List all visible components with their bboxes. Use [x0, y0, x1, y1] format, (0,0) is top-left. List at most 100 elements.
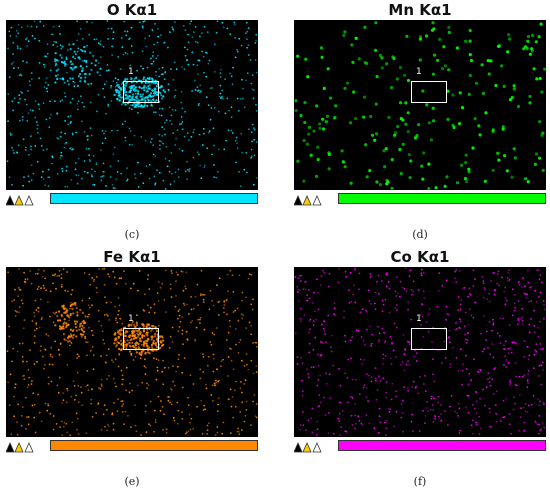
signal-dot — [61, 420, 63, 423]
signal-dot — [75, 307, 78, 310]
signal-dot — [148, 177, 151, 180]
signal-dot — [455, 281, 458, 284]
intensity-slider[interactable] — [293, 439, 546, 453]
signal-dot — [361, 363, 364, 365]
signal-dot — [329, 397, 332, 400]
signal-dot — [194, 88, 197, 91]
roi-box[interactable] — [411, 81, 447, 103]
signal-dot — [141, 344, 143, 346]
signal-dot — [172, 29, 175, 32]
signal-dot — [111, 129, 113, 132]
signal-dot — [528, 101, 532, 105]
intensity-slider[interactable] — [5, 192, 258, 206]
signal-dot — [467, 92, 471, 96]
signal-dot — [414, 349, 416, 352]
signal-dot — [112, 80, 115, 83]
signal-dot — [536, 301, 538, 303]
signal-dot — [174, 305, 177, 308]
signal-dot — [159, 144, 161, 147]
intensity-slider[interactable] — [293, 192, 546, 206]
panel-fe: Fe Kα1 1 100nm (e) — [5, 247, 258, 497]
roi-box[interactable] — [123, 81, 159, 103]
signal-dot — [365, 175, 369, 179]
signal-dot — [146, 278, 149, 281]
signal-dot — [102, 162, 105, 165]
signal-dot — [234, 36, 237, 39]
signal-dot — [460, 163, 464, 167]
signal-dot — [472, 419, 474, 422]
signal-dot — [316, 278, 318, 281]
signal-dot — [353, 284, 355, 287]
signal-dot — [200, 90, 202, 92]
signal-dot — [475, 391, 478, 393]
signal-dot — [527, 382, 529, 385]
signal-dot — [459, 270, 461, 272]
signal-dot — [349, 339, 352, 342]
signal-dot — [497, 332, 499, 335]
signal-dot — [496, 151, 500, 155]
signal-dot — [111, 413, 114, 416]
signal-dot — [391, 341, 393, 344]
signal-dot — [100, 355, 102, 358]
signal-dot — [409, 269, 412, 272]
signal-dot — [139, 339, 142, 342]
signal-dot — [37, 310, 40, 313]
signal-dot — [177, 310, 180, 313]
signal-dot — [106, 313, 108, 316]
signal-dot — [215, 381, 218, 384]
slider-markers[interactable] — [293, 192, 338, 206]
signal-dot — [252, 127, 255, 130]
slider-markers[interactable] — [293, 439, 338, 453]
signal-dot — [385, 381, 388, 384]
signal-dot — [330, 350, 333, 353]
signal-dot — [181, 316, 184, 319]
signal-dot — [175, 68, 178, 71]
signal-dot — [312, 324, 315, 327]
signal-dot — [404, 267, 407, 270]
signal-dot — [189, 22, 192, 25]
signal-dot — [59, 77, 62, 80]
signal-dot — [238, 110, 240, 112]
signal-dot — [324, 333, 326, 335]
signal-dot — [67, 290, 69, 293]
signal-dot — [472, 404, 474, 406]
signal-dot — [241, 151, 244, 154]
color-bar — [338, 440, 546, 451]
signal-dot — [129, 345, 132, 348]
signal-dot — [88, 73, 91, 76]
signal-dot — [152, 98, 155, 102]
signal-dot — [119, 333, 122, 336]
signal-dot — [106, 64, 109, 66]
signal-dot — [458, 91, 462, 95]
signal-dot — [150, 137, 153, 140]
panel-caption: (e) — [124, 475, 140, 488]
signal-dot — [94, 64, 97, 67]
signal-dot — [425, 103, 429, 107]
signal-dot — [238, 433, 241, 436]
signal-dot — [251, 88, 254, 91]
signal-dot — [169, 120, 171, 122]
signal-dot — [402, 334, 405, 336]
signal-dot — [30, 25, 33, 28]
signal-dot — [378, 292, 380, 295]
intensity-slider[interactable] — [5, 439, 258, 453]
signal-dot — [448, 336, 450, 338]
slider-markers[interactable] — [5, 439, 50, 453]
signal-dot — [191, 320, 194, 322]
slider-marker-icon — [5, 195, 15, 206]
signal-dot — [22, 375, 25, 377]
signal-dot — [110, 84, 113, 87]
roi-box[interactable] — [123, 328, 159, 350]
signal-dot — [153, 175, 156, 178]
signal-dot — [20, 90, 22, 93]
signal-dot — [365, 310, 368, 313]
signal-dot — [381, 310, 384, 312]
signal-dot — [523, 355, 526, 358]
signal-dot — [385, 420, 388, 422]
signal-dot — [230, 348, 233, 350]
slider-markers[interactable] — [5, 192, 50, 206]
roi-box[interactable] — [411, 328, 447, 350]
signal-dot — [208, 422, 210, 424]
signal-dot — [359, 311, 362, 314]
signal-dot — [487, 347, 489, 349]
